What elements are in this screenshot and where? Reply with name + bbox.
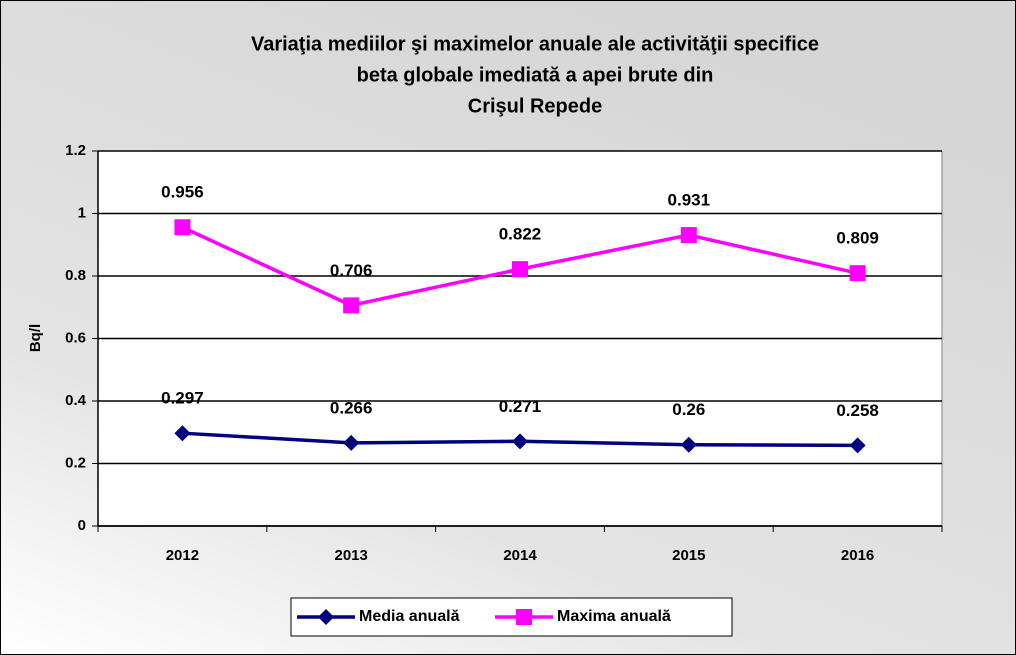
marker [849, 265, 866, 282]
y-tick-label: 0.4 [65, 392, 87, 409]
data-label: 0.706 [330, 261, 373, 280]
marker [512, 261, 528, 278]
data-label: 0.956 [161, 183, 204, 202]
data-label: 0.26 [672, 400, 705, 419]
marker [512, 433, 528, 450]
y-tick-label: 0.6 [65, 329, 86, 346]
x-tick-label: 2016 [841, 547, 874, 564]
legend-label: Media anuală [359, 608, 460, 625]
data-label: 0.271 [499, 397, 542, 416]
y-tick-label: 0.2 [65, 454, 86, 471]
marker [343, 297, 360, 314]
x-tick-label: 2012 [166, 547, 199, 564]
y-tick-label: 1.2 [65, 142, 86, 159]
chart-title: Variaţia mediilor şi maximelor anuale al… [251, 33, 819, 55]
data-label: 0.809 [836, 229, 879, 248]
data-label: 0.931 [668, 191, 711, 210]
legend-label: Maxima anuală [557, 608, 671, 625]
y-tick-label: 0 [78, 517, 86, 534]
chart-title: beta globale imediată a apei brute din [357, 64, 714, 86]
marker [680, 227, 697, 244]
chart-title: Crişul Repede [468, 95, 602, 117]
y-tick-label: 1 [78, 204, 86, 221]
data-label: 0.258 [836, 401, 879, 420]
x-tick-label: 2014 [503, 547, 537, 564]
marker [174, 219, 191, 236]
marker [318, 609, 334, 625]
marker [680, 436, 697, 453]
marker [174, 425, 191, 442]
x-tick-label: 2013 [335, 547, 368, 564]
data-label: 0.297 [161, 389, 204, 408]
x-tick-label: 2015 [672, 547, 705, 564]
marker [343, 434, 360, 451]
marker [849, 437, 866, 454]
data-label: 0.822 [499, 225, 542, 244]
y-axis-label: Bq/l [27, 324, 44, 352]
data-label: 0.266 [330, 398, 373, 417]
y-tick-label: 0.8 [65, 267, 86, 284]
marker [516, 609, 532, 625]
